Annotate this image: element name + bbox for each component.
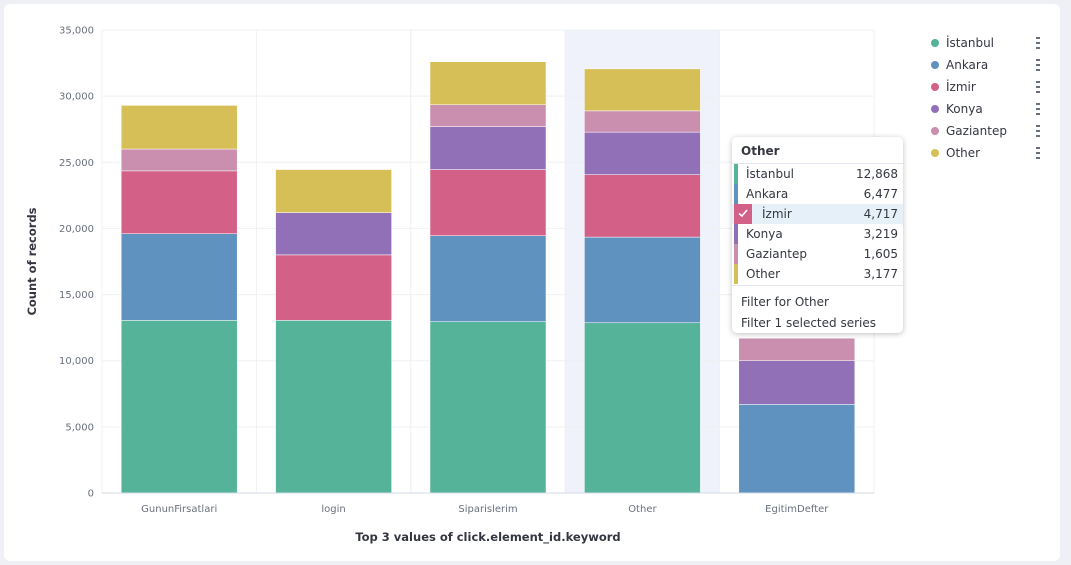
tooltip-row[interactable]: Ankara 6,477: [732, 184, 903, 204]
y-tick-label: 25,000: [59, 158, 94, 169]
legend-item[interactable]: Konya: [930, 98, 1050, 120]
bar-segment[interactable]: [429, 104, 547, 127]
tooltip-series-name: Gaziantep: [746, 247, 807, 261]
legend-label: Ankara: [946, 58, 989, 72]
chart-legend: İstanbul Ankara İzmir Konya Gaziantep Ot…: [930, 32, 1050, 164]
x-tick-label: login: [321, 504, 345, 515]
chart-tooltip: Other İstanbul 12,868 Ankara 6,477 İzmir…: [732, 137, 903, 333]
stacked-bar-chart: 0 5,000 10,000 15,000 20,000 25,000 30,000 35,0…: [25, 26, 875, 545]
y-tick-label: 15,000: [59, 290, 94, 301]
y-tick-label: 0: [88, 489, 94, 500]
bar-segment[interactable]: [429, 235, 547, 322]
tooltip-swatch: [734, 224, 738, 244]
legend-options-icon[interactable]: [1036, 103, 1040, 115]
legend-options-icon[interactable]: [1036, 147, 1040, 159]
x-axis-title: Top 3 values of click.element_id.keyword: [355, 530, 620, 545]
tooltip-series-name: Konya: [746, 227, 783, 241]
bar-segment[interactable]: [275, 320, 392, 494]
bar-segment[interactable]: [584, 68, 701, 112]
tooltip-series-name: Ankara: [746, 187, 789, 201]
tooltip-swatch: [734, 244, 738, 264]
y-tick-label: 30,000: [59, 92, 94, 103]
visualization-panel: 0 5,000 10,000 15,000 20,000 25,000 30,000 35,0…: [4, 4, 1060, 561]
tooltip-series-value: 3,177: [863, 267, 898, 281]
tooltip-row-selected[interactable]: İzmir 4,717: [732, 204, 903, 224]
tooltip-row[interactable]: İstanbul 12,868: [732, 164, 903, 184]
legend-options-icon[interactable]: [1036, 125, 1040, 137]
x-tick-label: GununFirsatlari: [141, 504, 217, 515]
legend-label: Other: [946, 146, 981, 160]
bar-segment[interactable]: [584, 322, 701, 494]
bar-segment[interactable]: [275, 212, 392, 256]
tooltip-series-name: İstanbul: [746, 167, 795, 181]
tooltip-series-value: 6,477: [863, 187, 898, 201]
bar-segment[interactable]: [738, 404, 856, 494]
y-axis-title: Count of records: [25, 207, 39, 315]
y-tick-label: 35,000: [59, 26, 94, 37]
y-tick-label: 10,000: [59, 356, 94, 367]
legend-item[interactable]: Ankara: [930, 54, 1050, 76]
bar-segment[interactable]: [429, 169, 547, 236]
legend-label: Konya: [946, 102, 983, 116]
tooltip-series-value: 1,605: [863, 247, 898, 261]
y-tick-label: 5,000: [65, 422, 94, 433]
tooltip-series-name: Other: [746, 267, 781, 281]
bar-segment[interactable]: [429, 126, 547, 170]
tooltip-row[interactable]: Other 3,177: [732, 264, 903, 284]
tooltip-series-value: 3,219: [863, 227, 898, 241]
bar-segment[interactable]: [584, 236, 701, 324]
bar-segment[interactable]: [120, 148, 238, 172]
bar-segment[interactable]: [120, 105, 238, 150]
filter-selected-series-action[interactable]: Filter 1 selected series: [741, 315, 876, 330]
bar-segment[interactable]: [584, 131, 701, 175]
x-tick-label: Other: [628, 504, 657, 515]
bar-segment[interactable]: [429, 321, 547, 494]
tooltip-divider: [732, 285, 903, 286]
bar-segment[interactable]: [120, 170, 238, 234]
legend-options-icon[interactable]: [1036, 59, 1040, 71]
legend-label: Gaziantep: [946, 124, 1007, 138]
legend-label: İstanbul: [946, 36, 995, 50]
legend-item[interactable]: İzmir: [930, 76, 1050, 98]
tooltip-swatch: [734, 164, 738, 184]
legend-swatch-icon: [931, 105, 939, 113]
legend-options-icon[interactable]: [1036, 81, 1040, 93]
bar-segment[interactable]: [584, 174, 701, 238]
x-tick-label: EgitimDefter: [765, 504, 829, 515]
legend-swatch-icon: [931, 39, 939, 47]
tooltip-series-value: 4,717: [863, 207, 898, 221]
checkmark-icon: [737, 207, 749, 219]
y-tick-label: 20,000: [59, 224, 94, 235]
bar-segment[interactable]: [584, 110, 701, 133]
tooltip-series-value: 12,868: [856, 167, 898, 181]
tooltip-swatch: [734, 264, 738, 284]
legend-label: İzmir: [946, 80, 976, 94]
bar-segment[interactable]: [120, 233, 238, 321]
filter-category-action[interactable]: Filter for Other: [741, 294, 829, 309]
bar-segment[interactable]: [275, 169, 392, 213]
tooltip-swatch: [734, 184, 738, 204]
legend-swatch-icon: [931, 61, 939, 69]
legend-swatch-icon: [931, 83, 939, 91]
tooltip-series-name: İzmir: [762, 207, 792, 221]
legend-item[interactable]: Other: [930, 142, 1050, 164]
bar-segment[interactable]: [275, 254, 392, 321]
tooltip-row[interactable]: Konya 3,219: [732, 224, 903, 244]
legend-swatch-icon: [931, 127, 939, 135]
bar-segment[interactable]: [738, 360, 856, 405]
tooltip-row[interactable]: Gaziantep 1,605: [732, 244, 903, 264]
tooltip-title: Other: [732, 137, 903, 164]
legend-options-icon[interactable]: [1036, 37, 1040, 49]
legend-swatch-icon: [931, 149, 939, 157]
bar-segment[interactable]: [120, 320, 238, 494]
legend-item[interactable]: Gaziantep: [930, 120, 1050, 142]
bar-segment[interactable]: [738, 337, 856, 361]
x-tick-label: Siparislerim: [458, 504, 517, 515]
bar-segment[interactable]: [429, 61, 547, 105]
legend-item[interactable]: İstanbul: [930, 32, 1050, 54]
